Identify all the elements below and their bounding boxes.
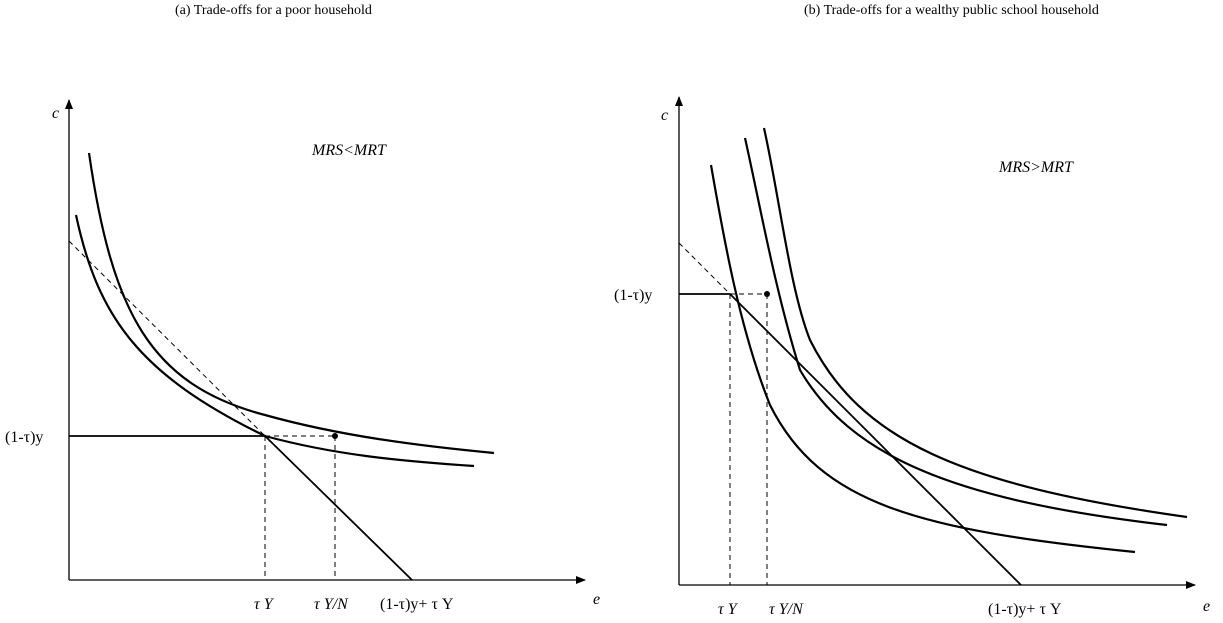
panel-a-caption: (a) Trade-offs for a poor household (175, 3, 372, 18)
panel-b-x-tick-intercept: (1-τ)y+ τ Y (988, 601, 1062, 618)
panel-b-indifference-curve-low (709, 164, 1136, 554)
panel-b-mrs-label: MRS>MRT (998, 159, 1074, 176)
panel-b-indifference-curve-mid (743, 137, 1168, 527)
panel-b-x-axis-label: e (1203, 598, 1210, 615)
panel-a: (a) Trade-offs for a poor household c e … (5, 3, 600, 613)
panel-a-marked-point (332, 433, 338, 439)
panel-a-indifference-curve-low (74, 214, 475, 468)
panel-a-x-tick-tauY-over-N: τ Y/N (314, 596, 349, 613)
panel-b-budget-extension-dashed (678, 242, 731, 295)
panel-a-y-axis-label: c (52, 105, 59, 122)
panel-a-budget-line (69, 435, 413, 581)
panel-a-x-tick-tauY: τ Y (254, 596, 275, 613)
panel-b-caption: (b) Trade-offs for a wealthy public scho… (804, 3, 1099, 18)
panel-b: (b) Trade-offs for a wealthy public scho… (614, 3, 1210, 618)
panel-b-y-level-label: (1-τ)y (614, 287, 652, 304)
panel-a-mrs-label: MRS<MRT (311, 142, 387, 159)
panel-b-x-tick-tauY-over-N: τ Y/N (769, 601, 804, 618)
panel-b-budget-line (679, 293, 1022, 586)
panel-a-budget-extension-dashed (68, 240, 266, 437)
panel-a-y-level-label: (1-τ)y (5, 429, 43, 446)
panel-b-x-tick-tauY: τ Y (718, 601, 739, 618)
panel-b-y-axis-label: c (661, 107, 668, 124)
panel-a-x-axis-label: e (593, 591, 600, 608)
panel-a-indifference-curve-high (87, 152, 495, 455)
panel-b-marked-point (764, 291, 770, 297)
panel-a-x-tick-intercept: (1-τ)y+ τ Y (380, 596, 454, 613)
panel-b-indifference-curve-high (762, 127, 1188, 519)
